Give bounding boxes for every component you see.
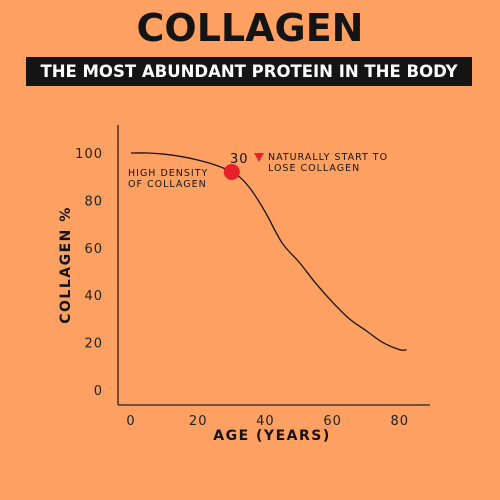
y-tick-label: 100 bbox=[75, 147, 103, 162]
annotation-line-2: LOSE COLLAGEN bbox=[268, 163, 360, 174]
x-tick-label: 40 bbox=[256, 414, 275, 429]
subtitle-text: THE MOST ABUNDANT PROTEIN IN THE BODY bbox=[40, 62, 458, 81]
high-density-label-2: OF COLLAGEN bbox=[128, 179, 207, 190]
y-tick-labels: 0 20 40 60 80 100 bbox=[75, 147, 103, 399]
x-tick-label: 0 bbox=[126, 414, 135, 429]
collagen-curve bbox=[130, 152, 407, 351]
age-30-marker bbox=[223, 163, 240, 180]
page-title: COLLAGEN bbox=[136, 6, 364, 50]
annotation-line-1: NATURALLY START TO bbox=[268, 152, 388, 163]
x-tick-labels: 0 20 40 60 80 bbox=[126, 414, 410, 429]
x-tick-label: 20 bbox=[189, 414, 208, 429]
x-tick-label: 80 bbox=[391, 414, 410, 429]
down-triangle-icon bbox=[254, 153, 264, 162]
y-tick-label: 40 bbox=[84, 289, 103, 304]
y-tick-label: 20 bbox=[84, 337, 103, 352]
subtitle-banner: THE MOST ABUNDANT PROTEIN IN THE BODY bbox=[26, 57, 472, 86]
x-tick-label: 60 bbox=[323, 414, 342, 429]
y-tick-label: 0 bbox=[94, 384, 103, 399]
y-tick-label: 60 bbox=[84, 242, 103, 257]
annotation-number: 30 bbox=[230, 152, 249, 167]
y-tick-label: 80 bbox=[84, 194, 103, 209]
y-axis-label: COLLAGEN % bbox=[58, 206, 74, 324]
high-density-label-1: HIGH DENSITY bbox=[128, 168, 208, 179]
x-axis-label: AGE (YEARS) bbox=[213, 428, 330, 444]
